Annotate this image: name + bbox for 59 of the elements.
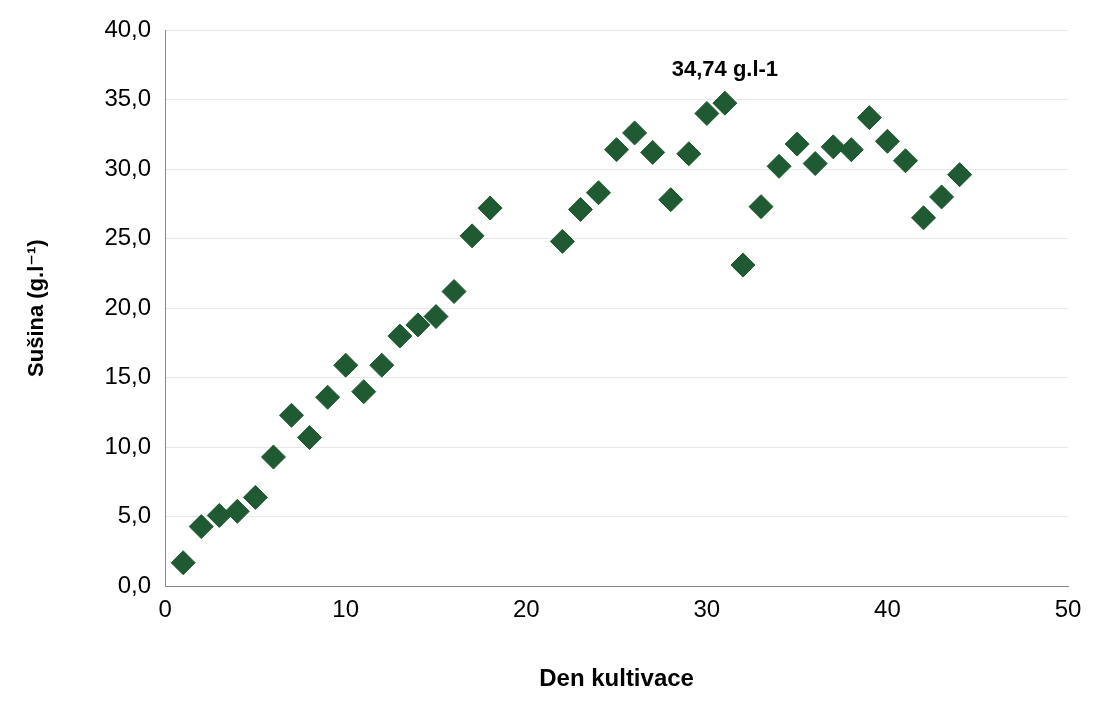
y-tick-label: 35,0 (104, 84, 152, 112)
point (730, 252, 756, 278)
point (856, 105, 882, 131)
point (423, 304, 449, 330)
point (188, 514, 214, 540)
point (170, 550, 196, 576)
y-tick-label: 0,0 (117, 571, 152, 599)
point (369, 352, 395, 378)
y-tick-label: 5,0 (117, 501, 152, 529)
point (676, 141, 702, 167)
point (441, 279, 467, 305)
point (694, 100, 720, 126)
point (892, 148, 918, 174)
point (333, 352, 359, 378)
point (640, 139, 666, 165)
x-tick-label: 20 (512, 595, 540, 623)
point (712, 90, 738, 116)
point (206, 502, 232, 528)
y-axis-title: Sušina (g.l⁻¹) (23, 239, 49, 377)
point (586, 180, 611, 206)
point (549, 228, 575, 254)
point (658, 187, 684, 213)
x-tick-label: 30 (693, 595, 721, 623)
point (604, 137, 630, 163)
y-tick-label: 30,0 (104, 153, 152, 181)
point (748, 194, 774, 220)
y-tick-label: 10,0 (104, 431, 152, 459)
point (802, 151, 828, 177)
point (622, 120, 648, 146)
y-tick-label: 40,0 (104, 14, 152, 42)
point (784, 131, 810, 157)
point (315, 384, 341, 410)
y-tick-label: 20,0 (104, 292, 152, 320)
point (279, 402, 305, 428)
x-tick-label: 10 (332, 595, 360, 623)
point (405, 312, 431, 338)
y-tick-label: 25,0 (104, 223, 152, 251)
x-tick-label: 0 (158, 595, 172, 623)
point (911, 205, 937, 231)
point (224, 498, 250, 524)
x-axis-title: Den kultivace (539, 664, 694, 692)
x-tick-label: 50 (1054, 595, 1082, 623)
point (351, 379, 377, 405)
point (477, 195, 503, 221)
point (387, 323, 413, 349)
point (947, 162, 973, 188)
annotation: 34,74 g.l-1 (671, 56, 779, 82)
x-tick-label: 40 (874, 595, 901, 623)
point (766, 153, 792, 179)
point (820, 134, 846, 160)
point (567, 196, 593, 222)
y-tick-label: 15,0 (104, 362, 152, 390)
point (242, 484, 268, 510)
point (260, 444, 286, 470)
point (874, 128, 900, 154)
point (838, 137, 864, 163)
point (297, 425, 323, 451)
point (459, 223, 485, 249)
point (929, 184, 955, 210)
